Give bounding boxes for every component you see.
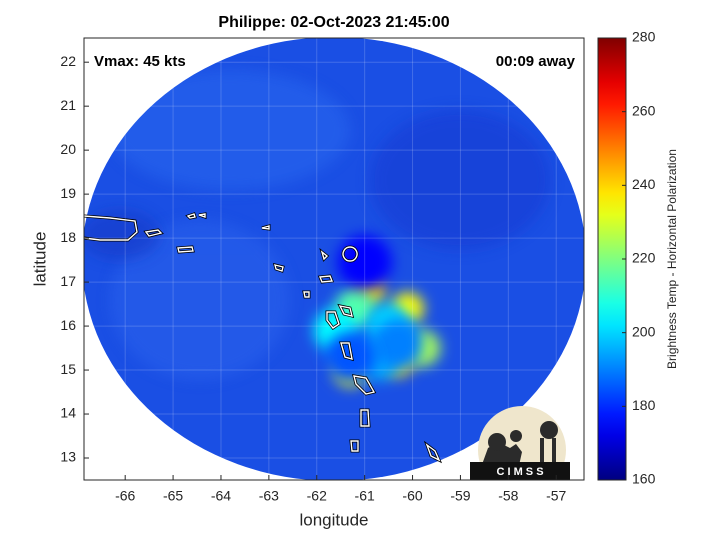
x-tick-label: -65 — [163, 488, 183, 504]
chart-title: Philippe: 02-Oct-2023 21:45:00 — [218, 14, 449, 31]
y-tick-label: 18 — [60, 229, 76, 245]
image: C I M S S — [84, 38, 584, 480]
y-tick-label: 21 — [60, 97, 76, 113]
x-tick-label: -57 — [546, 488, 566, 504]
colorbar-tick-label: 220 — [632, 250, 656, 266]
y-tick-label: 16 — [60, 317, 76, 333]
x-axis-label: longitude — [299, 510, 368, 529]
x-tick-label: -59 — [450, 488, 470, 504]
coastlines — [84, 212, 443, 464]
y-tick-label: 13 — [60, 449, 76, 465]
x-tick-label: -62 — [307, 488, 327, 504]
axes-box — [83, 37, 585, 481]
x-tick-label: -66 — [115, 488, 135, 504]
spot — [373, 319, 423, 369]
colorbar-tick-label: 200 — [632, 323, 656, 339]
y-tick-label: 17 — [60, 273, 76, 289]
y-tick-label: 19 — [60, 185, 76, 201]
x-tick-label: -61 — [355, 488, 375, 504]
spot — [337, 235, 392, 290]
y-tick-label: 15 — [60, 361, 76, 377]
colorbar-tick-label: 160 — [632, 471, 656, 487]
x-tick-label: -63 — [259, 488, 279, 504]
logo-text: C I M S S — [496, 466, 543, 478]
y-tick-label: 22 — [60, 53, 76, 69]
x-tick-label: -58 — [498, 488, 518, 504]
colorbar — [597, 37, 627, 481]
field — [84, 70, 550, 387]
annotation: Vmax: 45 kts — [94, 53, 186, 70]
colorbar-tick-label: 260 — [632, 102, 656, 118]
y-tick-label: 14 — [60, 405, 76, 421]
colorbar-label: Brightness Temp - Horizontal Polarizatio… — [665, 149, 679, 369]
colorbar-tick-label: 180 — [632, 397, 656, 413]
x-tick-label: -64 — [211, 488, 231, 504]
annotation: 00:09 away — [496, 53, 576, 70]
y-axis-label: latitude — [30, 232, 49, 287]
logo: C I M S S — [470, 406, 570, 480]
x-tick-label: -60 — [402, 488, 422, 504]
colorbar-tick-label: 240 — [632, 176, 656, 192]
grid — [84, 38, 584, 480]
y-tick-label: 20 — [60, 141, 76, 157]
colorbar-tick-label: 280 — [632, 29, 656, 45]
